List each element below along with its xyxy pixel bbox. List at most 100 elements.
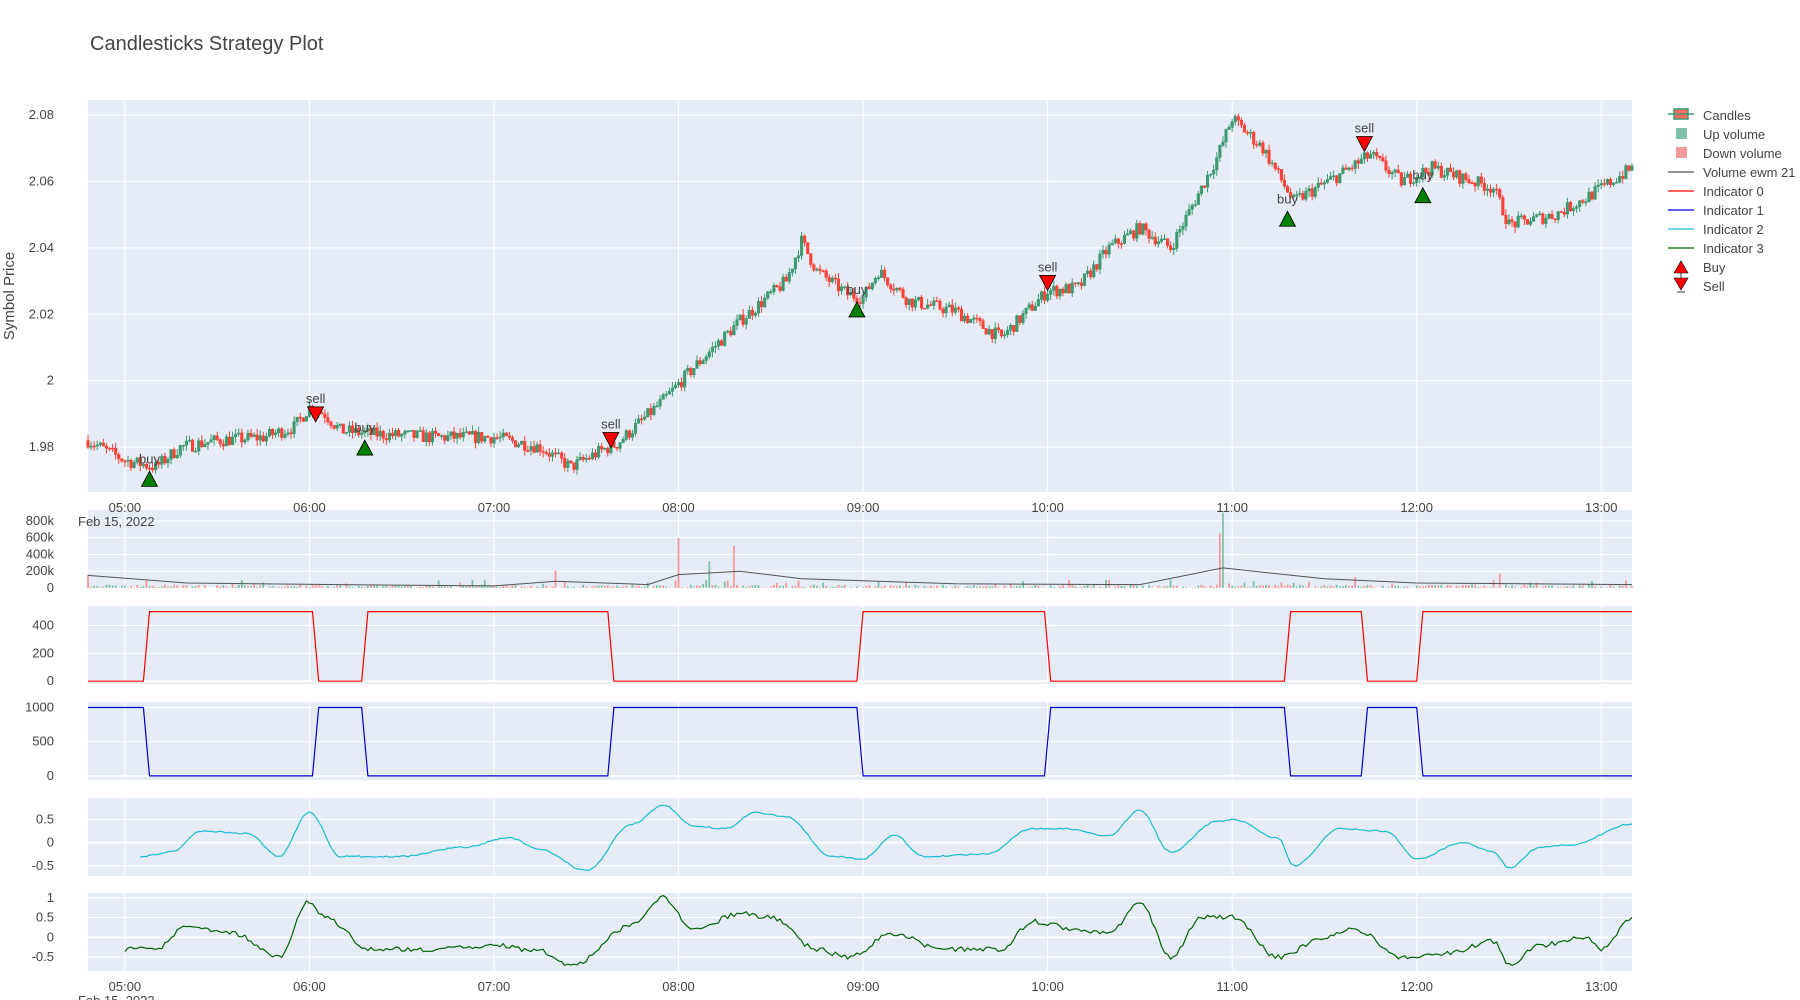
- down-volume-bar: [868, 585, 871, 588]
- down-volume-bar: [391, 585, 394, 588]
- down-volume-bar: [1446, 584, 1449, 588]
- legend-item-ind0[interactable]: Indicator 0: [1668, 184, 1764, 199]
- candle-body: [123, 460, 127, 463]
- candle-body: [843, 286, 847, 289]
- candle-body: [732, 325, 736, 336]
- candle-body: [590, 452, 594, 459]
- candle-body: [1547, 214, 1551, 219]
- candle-body: [1086, 270, 1090, 274]
- candle-body: [350, 425, 355, 433]
- candle-body: [532, 446, 536, 453]
- candle-body: [415, 430, 419, 438]
- candle-body: [1412, 182, 1416, 184]
- up-volume-bar: [573, 586, 575, 588]
- candle-body: [129, 460, 133, 468]
- legend-item-sell[interactable]: Sell: [1673, 277, 1725, 294]
- x-tick-label: 12:00: [1400, 979, 1433, 994]
- candle-body: [1027, 304, 1031, 309]
- candle-body: [1424, 167, 1428, 173]
- candle-body: [919, 296, 924, 309]
- candle-body: [760, 301, 764, 308]
- down-volume-bar: [1372, 586, 1375, 588]
- candle-body: [800, 235, 804, 256]
- up-volume-bar: [410, 586, 412, 588]
- candle-body: [1135, 223, 1139, 239]
- sell-label: sell: [306, 391, 326, 406]
- x-tick-label: 13:00: [1585, 979, 1618, 994]
- candle-body: [1009, 324, 1013, 331]
- legend-label: Up volume: [1703, 127, 1765, 142]
- down-volume-bar: [1431, 584, 1433, 588]
- up-volume-bar: [400, 586, 403, 588]
- candle-body: [886, 277, 890, 286]
- candle-body: [369, 428, 373, 435]
- y-tick-label: 0: [47, 673, 54, 688]
- up-volume-bar: [1129, 584, 1132, 588]
- down-volume-bar: [929, 586, 932, 588]
- candle-body: [181, 445, 185, 447]
- down-volume-bar: [591, 586, 594, 588]
- candle-body: [1012, 324, 1016, 332]
- candle-body: [947, 304, 951, 308]
- up-volume-bar: [1015, 586, 1018, 588]
- down-volume-bar: [935, 585, 938, 588]
- down-volume-bar: [985, 586, 988, 588]
- down-volume-bar: [388, 586, 391, 588]
- candle-body: [1113, 238, 1117, 244]
- candle-body: [606, 447, 610, 454]
- candle-body: [292, 421, 296, 435]
- down-volume-bar: [994, 583, 997, 588]
- legend[interactable]: Candles Up volume Down volume Volume ewm 21…: [1668, 108, 1796, 294]
- candle-body: [849, 292, 853, 296]
- candle-body: [695, 360, 699, 369]
- down-volume-bar: [1228, 583, 1230, 588]
- up-volume-bar: [1083, 585, 1086, 588]
- down-volume-bar: [634, 586, 637, 588]
- candle-body: [1393, 169, 1397, 173]
- legend-item-ind1[interactable]: Indicator 1: [1668, 203, 1764, 218]
- x-tick-label: 10:00: [1031, 979, 1064, 994]
- down-volume-bar: [819, 587, 821, 588]
- candle-body: [1452, 171, 1456, 178]
- up-volume-bar: [397, 585, 400, 588]
- y-tick-label: 1000: [25, 699, 54, 714]
- down-volume-bar: [173, 584, 176, 588]
- down-volume-bar: [1163, 586, 1166, 588]
- down-volume-bar: [502, 585, 505, 588]
- up-volume-bar: [120, 585, 123, 588]
- up-volume-bar: [1341, 586, 1344, 588]
- candle-body: [584, 458, 588, 460]
- legend-item-ewm[interactable]: Volume ewm 21: [1668, 165, 1796, 180]
- candle-body: [175, 455, 179, 458]
- candle-body: [1129, 230, 1133, 234]
- candle-body: [366, 428, 370, 432]
- up-volume-bar: [443, 585, 446, 588]
- down-volume-bar: [785, 582, 788, 588]
- legend-item-candles[interactable]: Candles: [1668, 108, 1751, 123]
- legend-item-upvol[interactable]: Up volume: [1676, 127, 1765, 142]
- candle-body: [836, 278, 841, 292]
- candle-body: [1378, 155, 1382, 159]
- up-volume-bar: [693, 586, 695, 588]
- price-panel: [86, 113, 1634, 475]
- up-volume-bar: [569, 587, 572, 588]
- candle-body: [541, 451, 545, 453]
- candle-body: [569, 460, 573, 463]
- up-volume-bar: [779, 585, 781, 588]
- candle-body: [1245, 131, 1250, 134]
- legend-item-ind2[interactable]: Indicator 2: [1668, 222, 1764, 237]
- gridlines: [88, 100, 1632, 971]
- down-volume-bar: [1132, 585, 1135, 588]
- legend-item-ind3[interactable]: Indicator 3: [1668, 241, 1764, 256]
- candle-body: [160, 456, 164, 465]
- down-volume-bar: [563, 581, 566, 588]
- candle-body: [1513, 221, 1517, 228]
- candle-body: [966, 315, 970, 323]
- candle-body: [166, 459, 170, 464]
- legend-item-downvol[interactable]: Down volume: [1676, 146, 1782, 161]
- legend-label: Indicator 1: [1703, 203, 1764, 218]
- candle-body: [824, 270, 828, 278]
- candle-body: [520, 441, 524, 445]
- candle-body: [200, 440, 204, 448]
- up-volume-bar: [339, 584, 342, 588]
